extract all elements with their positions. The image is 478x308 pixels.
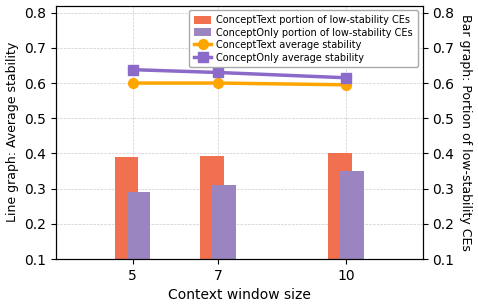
Bar [328, 153, 352, 294]
Bar [127, 192, 150, 294]
Bar [200, 156, 224, 294]
Legend: ConceptText portion of low-stability CEs, ConceptOnly portion of low-stability C: ConceptText portion of low-stability CEs… [189, 10, 418, 67]
ConceptText average stability [130, 81, 135, 85]
ConceptOnly average stability [343, 76, 349, 79]
X-axis label: Context window size: Context window size [168, 289, 311, 302]
ConceptOnly average stability [130, 68, 135, 71]
Bar [212, 185, 236, 294]
Bar [115, 157, 138, 294]
ConceptText average stability [215, 81, 221, 85]
Line: ConceptText average stability: ConceptText average stability [128, 78, 351, 90]
Bar [340, 171, 364, 294]
ConceptText average stability [343, 83, 349, 87]
Line: ConceptOnly average stability: ConceptOnly average stability [128, 65, 351, 83]
Y-axis label: Line graph: Average stability: Line graph: Average stability [6, 42, 19, 222]
Y-axis label: Bar graph: Portion of low-stability CEs: Bar graph: Portion of low-stability CEs [459, 14, 472, 251]
ConceptOnly average stability [215, 71, 221, 74]
